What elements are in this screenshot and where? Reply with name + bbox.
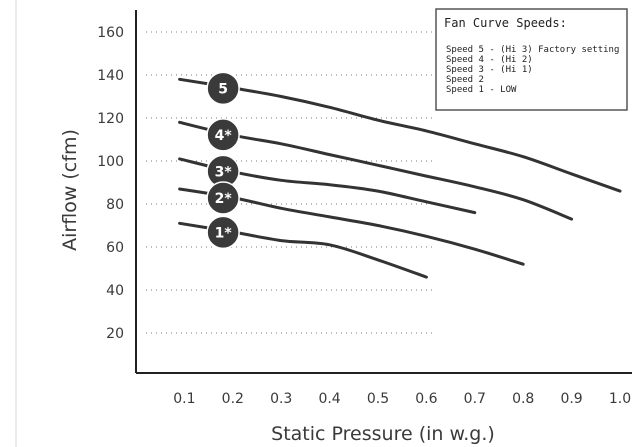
series-line-speed-5 <box>178 77 622 193</box>
y-tick-label: 80 <box>106 197 124 213</box>
legend-item-speed-5: Speed 5 - (Hi 3) Factory setting <box>446 45 619 55</box>
x-tick-labels: 0.1 0.2 0.3 0.4 0.5 0.6 0.7 0.8 0.9 1.0 <box>173 391 631 407</box>
speed-badge-1 <box>206 215 240 250</box>
legend-item-speed-4: Speed 4 - (Hi 2) <box>446 55 533 65</box>
x-tick-label: 0.5 <box>367 391 389 407</box>
speed-badge-label: 2* <box>215 191 233 207</box>
series-line-speed-4 <box>178 120 574 221</box>
legend-item-speed-2: Speed 2 <box>446 75 484 85</box>
x-tick-label: 1.0 <box>609 391 631 407</box>
y-tick-label: 100 <box>97 154 124 170</box>
y-tick-label: 120 <box>97 111 124 127</box>
speed-badge-5 <box>206 71 240 106</box>
y-tick-labels: 20 40 60 80 100 120 140 160 <box>97 25 124 342</box>
x-tick-label: 0.1 <box>173 391 195 407</box>
x-tick-label: 0.6 <box>415 391 437 407</box>
speed-badge-label: 5 <box>218 81 228 97</box>
x-tick-label: 0.2 <box>222 391 244 407</box>
speed-badges: 5 4* 3* 2* 1* <box>206 71 240 250</box>
y-tick-label: 20 <box>106 326 124 342</box>
y-tick-label: 40 <box>106 283 124 299</box>
speed-badge-2 <box>206 181 240 215</box>
legend: Fan Curve Speeds: Speed 5 - (Hi 3) Facto… <box>435 8 628 111</box>
y-tick-label: 140 <box>97 68 124 84</box>
x-tick-label: 0.7 <box>464 391 486 407</box>
legend-box <box>435 8 628 111</box>
x-tick-label: 0.4 <box>318 391 340 407</box>
speed-badge-label: 3* <box>215 164 233 180</box>
x-axis-title: Static Pressure (in w.g.) <box>271 423 495 445</box>
speed-badge-label: 4* <box>215 128 233 144</box>
legend-title: Fan Curve Speeds: <box>444 16 567 30</box>
legend-item-speed-1: Speed 1 - LOW <box>446 85 517 95</box>
x-tick-label: 0.9 <box>560 391 582 407</box>
speed-badge-label: 1* <box>215 225 233 241</box>
legend-item-speed-3: Speed 3 - (Hi 1) <box>446 65 533 75</box>
y-tick-label: 60 <box>106 240 124 256</box>
x-tick-label: 0.3 <box>270 391 292 407</box>
y-axis-title: Airflow (cfm) <box>59 129 81 251</box>
y-tick-label: 160 <box>97 25 124 41</box>
speed-badge-4 <box>206 118 240 152</box>
x-tick-label: 0.8 <box>512 391 534 407</box>
